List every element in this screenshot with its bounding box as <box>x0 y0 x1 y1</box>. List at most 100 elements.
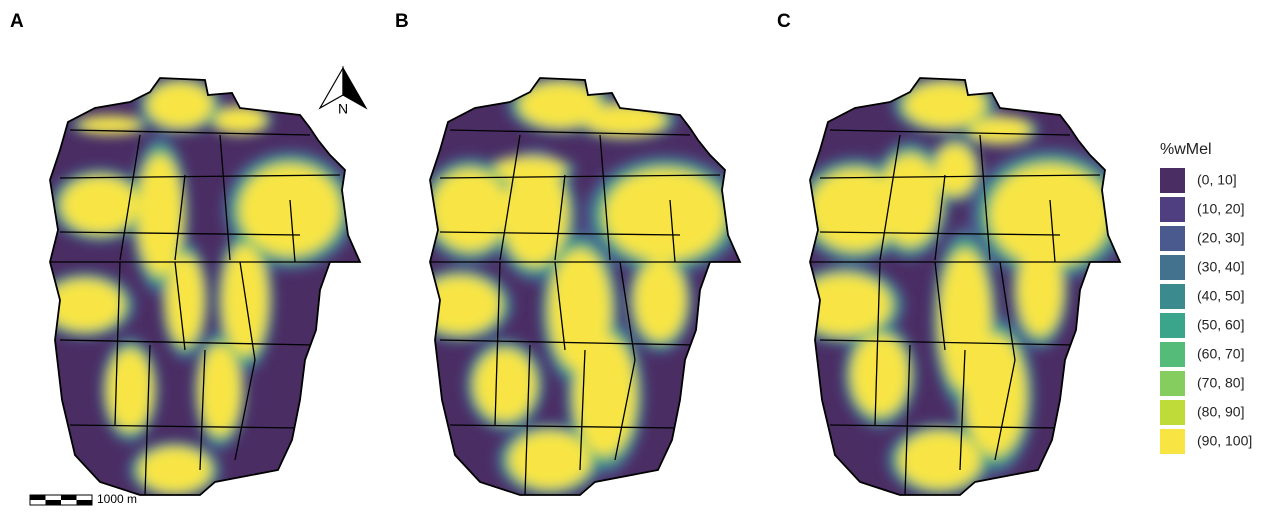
map-blob <box>605 170 725 260</box>
map-panel <box>50 78 360 495</box>
map-blob <box>900 432 980 488</box>
legend-label: (40, 50] <box>1197 288 1244 304</box>
legend-swatch <box>1160 429 1185 454</box>
legend-label: (60, 70] <box>1197 346 1244 362</box>
map-blob <box>200 345 240 435</box>
map-blob <box>495 158 565 182</box>
map-blob <box>575 335 635 455</box>
legend-label: (30, 40] <box>1197 259 1244 275</box>
map-boundary <box>494 261 501 426</box>
legend-label: (10, 20] <box>1197 201 1244 217</box>
map-blob <box>635 260 685 340</box>
map-blob <box>62 177 138 233</box>
map-blob <box>1018 245 1062 335</box>
map-boundary <box>114 261 121 426</box>
map-blob <box>50 280 123 330</box>
map-blob <box>852 335 908 415</box>
map-boundary <box>289 199 296 263</box>
map-boundary <box>874 261 881 426</box>
legend-label: (20, 30] <box>1197 230 1244 246</box>
map-blob <box>223 245 267 355</box>
map-boundary <box>69 129 311 136</box>
map-boundary <box>819 231 1061 236</box>
map-boundary <box>599 134 611 261</box>
legend-swatch <box>1160 284 1185 309</box>
map-blob <box>430 277 500 333</box>
map-blob <box>990 165 1110 265</box>
map-blob <box>215 108 265 132</box>
map-panel <box>810 78 1120 495</box>
map-boundary <box>619 261 636 361</box>
map-blob <box>510 432 590 488</box>
map-blob <box>810 170 900 250</box>
panel-label: B <box>395 11 409 32</box>
map-panel <box>430 78 740 495</box>
legend-label: (70, 80] <box>1197 375 1244 391</box>
map-outline <box>49 77 362 496</box>
map-boundary <box>829 424 1061 429</box>
map-boundary <box>499 134 521 261</box>
north-label: N <box>338 101 348 117</box>
map-boundary <box>934 261 946 351</box>
map-boundary <box>579 349 586 471</box>
map-boundary <box>614 359 636 461</box>
map-boundary <box>239 261 256 361</box>
map-boundary <box>819 174 1101 179</box>
map-boundary <box>59 339 316 346</box>
map-blob <box>148 83 212 127</box>
legend-swatch <box>1160 255 1185 280</box>
map-blob <box>965 335 1025 455</box>
legend-swatch <box>1160 400 1185 425</box>
map-boundary <box>819 339 1076 346</box>
map-boundary <box>69 424 301 429</box>
map-boundary <box>199 349 206 471</box>
panel-label: C <box>777 11 791 32</box>
map-blob <box>475 350 535 420</box>
map-boundary <box>174 174 186 261</box>
legend-label: (90, 100] <box>1197 433 1252 449</box>
legend-swatch <box>1160 226 1185 251</box>
map-blob <box>503 165 567 265</box>
map-blob <box>167 255 203 345</box>
map-boundary <box>554 174 566 261</box>
map-blob <box>240 165 340 255</box>
scale-bar: 1000 m <box>29 492 137 506</box>
map-boundary <box>934 174 946 261</box>
map-boundary <box>174 261 186 351</box>
map-blob <box>140 448 210 492</box>
legend-swatch <box>1160 342 1185 367</box>
map-blob <box>520 83 600 127</box>
map-blob <box>108 350 152 430</box>
legend-label: (0, 10] <box>1197 172 1237 188</box>
map-boundary <box>979 134 991 261</box>
map-boundary <box>524 344 531 495</box>
map-boundary <box>219 134 231 261</box>
north-arrow: N <box>318 65 368 117</box>
legend-swatch <box>1160 313 1185 338</box>
legend-title: %wMel <box>1160 141 1212 158</box>
map-blob <box>585 105 665 135</box>
map-boundary <box>999 261 1016 361</box>
map-boundary <box>234 359 256 461</box>
map-boundary <box>449 424 681 429</box>
map-blob <box>935 145 975 195</box>
map-boundary <box>144 344 151 495</box>
map-boundary <box>994 359 1016 461</box>
map-outline <box>429 77 742 496</box>
map-outline <box>809 77 1122 496</box>
map-boundary <box>439 231 681 236</box>
legend-swatch <box>1160 371 1185 396</box>
map-boundary <box>959 349 966 471</box>
map-blob <box>905 83 985 127</box>
map-boundary <box>439 339 696 346</box>
legend-swatch <box>1160 168 1185 193</box>
legend-label: (50, 60] <box>1197 317 1244 333</box>
map-boundary <box>554 261 566 351</box>
map-blob <box>970 118 1030 142</box>
map-boundary <box>829 129 1071 136</box>
map-boundary <box>119 134 141 261</box>
panel-label: A <box>10 11 24 32</box>
map-boundary <box>449 129 691 136</box>
map-blob <box>80 117 140 133</box>
